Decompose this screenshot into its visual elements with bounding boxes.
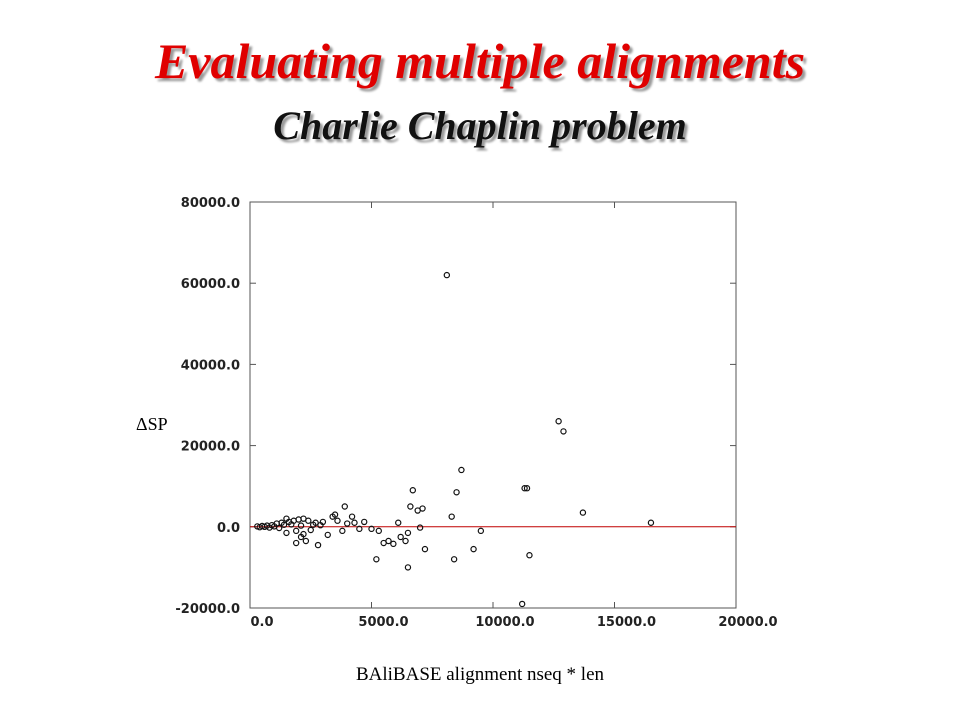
data-point [453, 489, 460, 496]
data-point [302, 537, 310, 545]
data-point [526, 552, 533, 559]
data-point [404, 564, 412, 571]
data-point [319, 518, 327, 526]
data-point [375, 527, 382, 535]
x-tick-label: 15000.0 [597, 615, 656, 630]
data-point [521, 485, 528, 492]
data-point [283, 529, 290, 537]
x-tick-label: 5000.0 [358, 615, 408, 630]
data-point [458, 466, 465, 474]
y-tick-label: 40000.0 [181, 358, 240, 373]
data-point [324, 531, 331, 539]
data-point [518, 600, 526, 608]
data-point [292, 527, 300, 535]
data-point [307, 526, 314, 534]
data-point [280, 521, 288, 528]
data-point [404, 529, 412, 537]
data-point [409, 487, 417, 494]
data-point [348, 513, 356, 520]
data-point [470, 545, 477, 553]
data-point [292, 539, 300, 547]
data-point [448, 513, 455, 520]
data-point [647, 519, 655, 526]
data-point [361, 518, 368, 526]
y-tick-label: -20000.0 [175, 602, 240, 617]
data-point [402, 537, 409, 545]
data-point [368, 525, 375, 533]
data-point [339, 527, 346, 535]
data-point [331, 511, 339, 518]
y-tick-label: 0.0 [217, 521, 240, 536]
y-axis-label: ΔSP [136, 414, 168, 434]
data-point [373, 556, 380, 563]
data-point [397, 533, 404, 541]
data-point [300, 530, 307, 538]
data-point [579, 509, 587, 516]
data-point [314, 541, 322, 549]
data-point [356, 525, 363, 533]
plot-frame [249, 201, 737, 609]
slide-title: Evaluating multiple alignments [154, 33, 806, 89]
data-point [305, 517, 312, 524]
data-point [450, 556, 458, 563]
data-point [334, 517, 341, 524]
data-point [419, 505, 426, 512]
data-point [560, 428, 567, 435]
data-point [407, 503, 414, 510]
data-point [443, 271, 451, 279]
x-tick-label: 0.0 [250, 615, 273, 630]
data-point [390, 540, 397, 548]
y-tick-label: 60000.0 [181, 277, 240, 292]
data-point [523, 485, 531, 492]
y-tick-label: 80000.0 [181, 196, 240, 211]
data-point [416, 524, 424, 531]
data-point [555, 418, 562, 425]
slide-subtitle: Charlie Chaplin problem [273, 103, 687, 148]
data-point [395, 519, 402, 526]
x-tick-label: 20000.0 [718, 615, 777, 630]
data-point [477, 527, 485, 535]
data-point [312, 519, 319, 526]
x-tick-label: 10000.0 [475, 615, 534, 630]
data-point [421, 545, 429, 553]
data-point [297, 522, 305, 529]
data-point [275, 524, 283, 532]
data-point [341, 503, 348, 510]
data-point [351, 519, 358, 526]
y-tick-label: 20000.0 [181, 440, 240, 455]
data-point [385, 537, 392, 545]
x-axis-label: BAliBASE alignment nseq * len [355, 664, 605, 685]
data-point [344, 520, 351, 527]
